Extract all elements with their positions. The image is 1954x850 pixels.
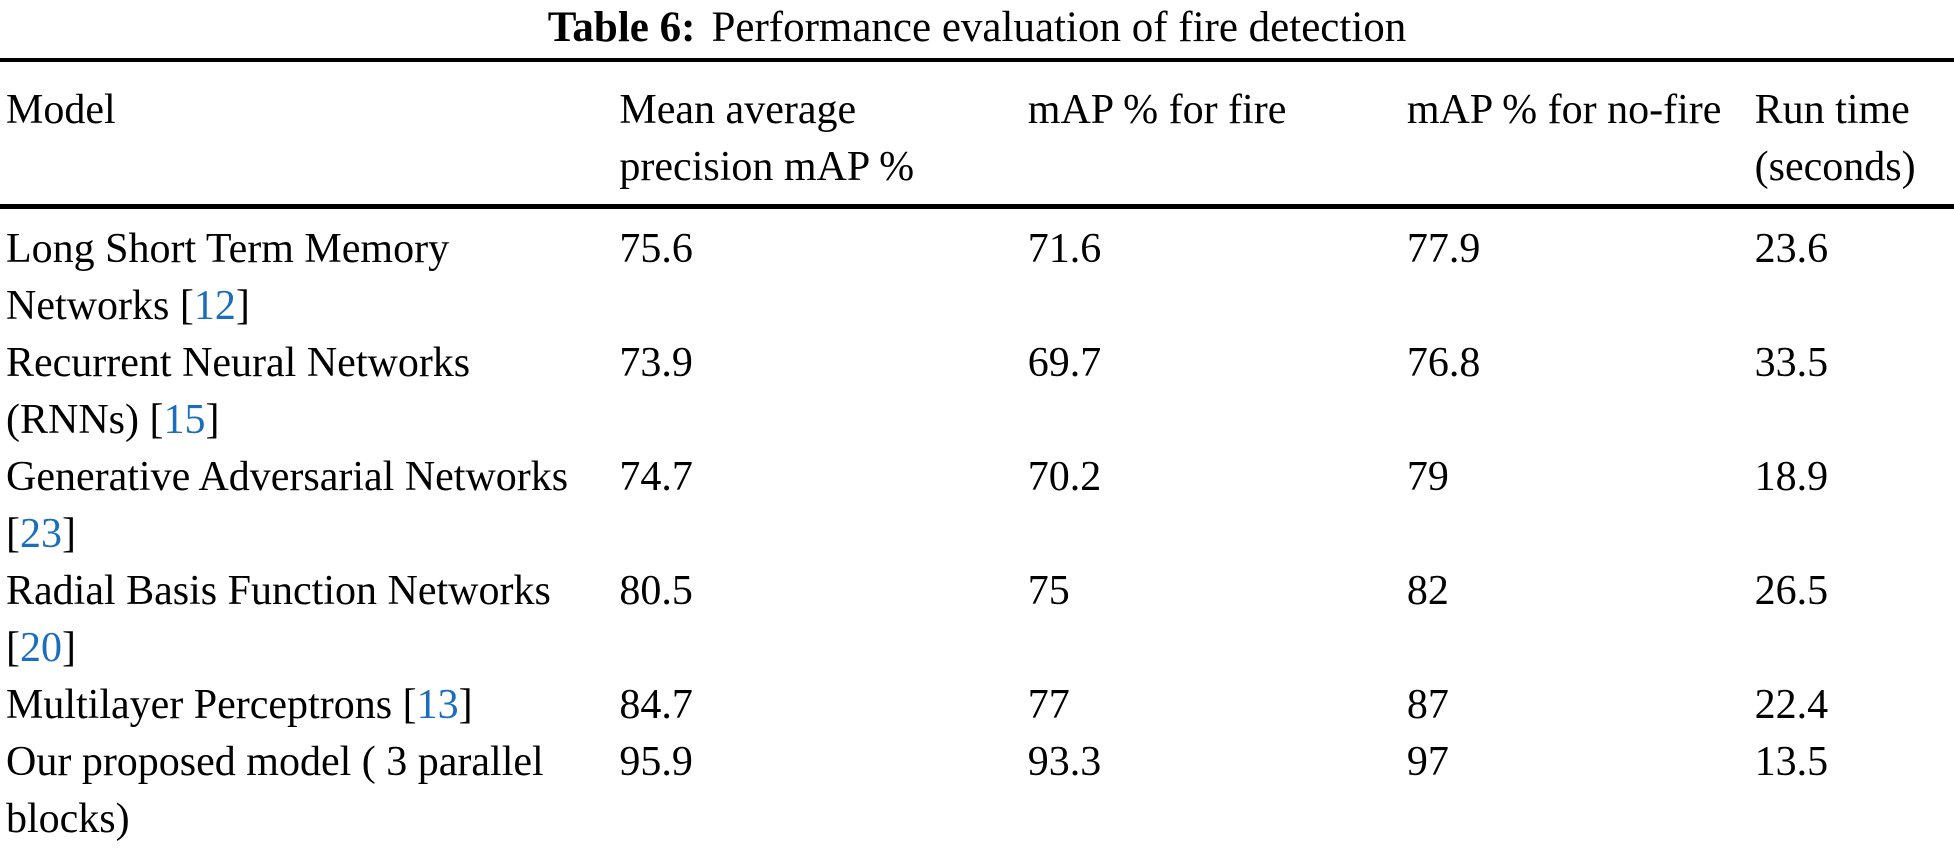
results-table: Model Mean average precision mAP % mAP %… bbox=[0, 58, 1954, 850]
runtime-value: 26.5 bbox=[1754, 568, 1829, 614]
map-nofire-value: 87 bbox=[1406, 682, 1449, 728]
citation-bracket-close: ] bbox=[458, 682, 473, 728]
runtime-value: 22.4 bbox=[1754, 682, 1829, 728]
table-row: Recurrent Neural Networks (RNNs) [15] 73.… bbox=[0, 335, 1954, 449]
map-fire-value: 75 bbox=[1027, 568, 1070, 614]
map-value: 73.9 bbox=[619, 340, 693, 386]
table-body: Long Short Term Memory Networks [12] 75.6… bbox=[0, 207, 1954, 850]
model-cell: Recurrent Neural Networks (RNNs) [15] bbox=[0, 335, 619, 449]
table-caption: Table 6: Performance evaluation of fire d… bbox=[0, 0, 1954, 58]
runtime-value: 18.9 bbox=[1754, 454, 1829, 500]
col-header-map-nofire: mAP % for no-fire bbox=[1406, 60, 1755, 209]
model-cell: Radial Basis Function Networks [20] bbox=[0, 563, 619, 677]
citation-bracket-close: ] bbox=[62, 511, 76, 557]
citation-ref[interactable]: 23 bbox=[20, 511, 62, 557]
map-nofire-value: 79 bbox=[1406, 454, 1449, 500]
citation-ref[interactable]: 15 bbox=[163, 397, 206, 443]
map-fire-value: 69.7 bbox=[1027, 340, 1102, 386]
citation-bracket-open: [ bbox=[6, 511, 20, 557]
map-nofire-value: 82 bbox=[1406, 568, 1449, 614]
model-name: Recurrent Neural Networks (RNNs) bbox=[6, 340, 471, 443]
citation-bracket-close: ] bbox=[205, 397, 220, 443]
header-row: Model Mean average precision mAP % mAP %… bbox=[0, 60, 1954, 209]
map-nofire-value: 76.8 bbox=[1406, 340, 1481, 386]
table-row: Generative Adversarial Networks [23] 74.7… bbox=[0, 449, 1954, 563]
map-value: 84.7 bbox=[619, 682, 693, 728]
citation-bracket-open: [ bbox=[179, 283, 194, 329]
citation-bracket-close: ] bbox=[235, 283, 250, 329]
citation-bracket-close: ] bbox=[62, 625, 76, 671]
map-value: 74.7 bbox=[619, 454, 693, 500]
table-row: Our proposed model ( 3 parallel blocks) 9… bbox=[0, 734, 1954, 850]
col-header-map-fire: mAP % for fire bbox=[1027, 60, 1407, 209]
table-row: Radial Basis Function Networks [20] 80.5 7… bbox=[0, 563, 1954, 677]
map-value: 95.9 bbox=[619, 739, 693, 785]
citation-bracket-open: [ bbox=[6, 625, 20, 671]
model-name: Our proposed model ( 3 parallel blocks) bbox=[6, 739, 544, 842]
map-value: 80.5 bbox=[619, 568, 693, 614]
citation-ref[interactable]: 12 bbox=[193, 283, 236, 329]
table-caption-text: Performance evaluation of fire detection bbox=[711, 4, 1407, 51]
model-cell: Generative Adversarial Networks [23] bbox=[0, 449, 619, 563]
citation-ref[interactable]: 13 bbox=[416, 682, 459, 728]
model-cell: Our proposed model ( 3 parallel blocks) bbox=[0, 734, 619, 850]
table-row: Long Short Term Memory Networks [12] 75.6… bbox=[0, 207, 1954, 336]
citation-bracket-open: [ bbox=[402, 682, 417, 728]
map-nofire-value: 97 bbox=[1406, 739, 1449, 785]
map-fire-value: 70.2 bbox=[1027, 454, 1102, 500]
model-name: Generative Adversarial Networks bbox=[6, 454, 569, 500]
table-caption-label: Table 6: bbox=[547, 4, 696, 51]
citation-ref[interactable]: 20 bbox=[20, 625, 62, 671]
runtime-value: 13.5 bbox=[1754, 739, 1829, 785]
model-cell: Multilayer Perceptrons [13] bbox=[0, 677, 619, 734]
model-name: Long Short Term Memory Networks bbox=[6, 226, 450, 329]
map-nofire-value: 77.9 bbox=[1406, 226, 1481, 272]
col-header-runtime: Run time (seconds) bbox=[1754, 60, 1954, 209]
runtime-value: 33.5 bbox=[1754, 340, 1829, 386]
table-row: Multilayer Perceptrons [13] 84.7 77 87 22.4 bbox=[0, 677, 1954, 734]
col-header-map: Mean average precision mAP % bbox=[619, 60, 1028, 209]
map-fire-value: 93.3 bbox=[1027, 739, 1102, 785]
runtime-value: 23.6 bbox=[1754, 226, 1829, 272]
col-header-model: Model bbox=[0, 60, 620, 209]
model-name: Radial Basis Function Networks bbox=[6, 568, 551, 614]
map-fire-value: 71.6 bbox=[1027, 226, 1102, 272]
map-value: 75.6 bbox=[619, 226, 693, 272]
citation-bracket-open: [ bbox=[149, 397, 164, 443]
map-fire-value: 77 bbox=[1027, 682, 1070, 728]
model-name: Multilayer Perceptrons bbox=[6, 682, 393, 728]
model-cell: Long Short Term Memory Networks [12] bbox=[0, 207, 619, 336]
